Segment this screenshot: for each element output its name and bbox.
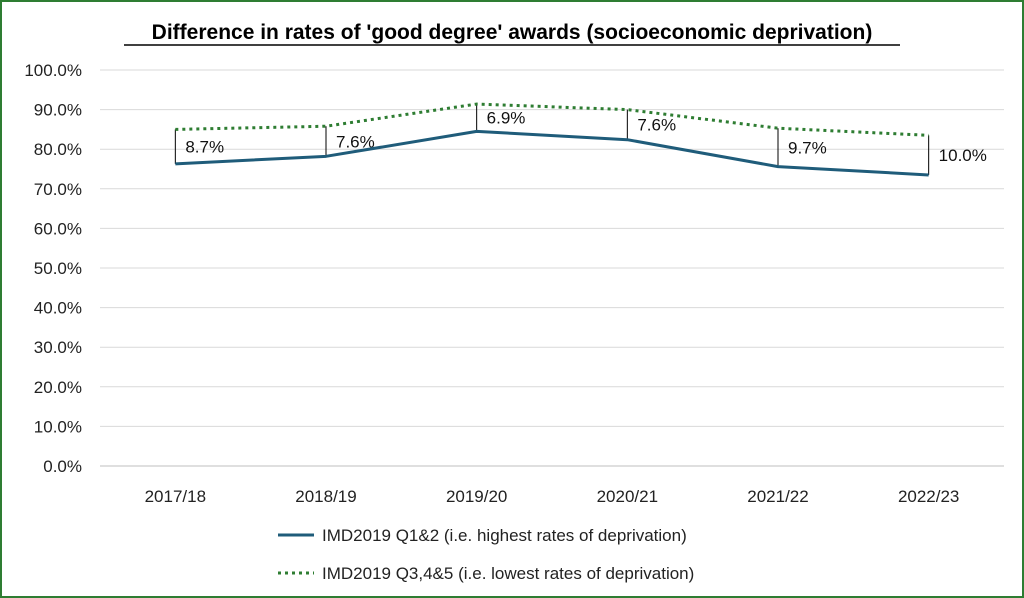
x-tick-label: 2020/21 (597, 487, 658, 506)
difference-label: 8.7% (185, 138, 224, 157)
y-tick-label: 0.0% (43, 457, 82, 476)
y-tick-label: 50.0% (34, 259, 82, 278)
gridlines (100, 69, 1004, 467)
difference-label: 6.9% (487, 109, 526, 128)
y-tick-label: 10.0% (34, 417, 82, 436)
chart-title: Difference in rates of 'good degree' awa… (152, 21, 873, 44)
x-tick-label: 2021/22 (747, 487, 808, 506)
y-tick-label: 70.0% (34, 180, 82, 199)
legend: IMD2019 Q1&2 (i.e. highest rates of depr… (278, 526, 694, 583)
y-tick-label: 20.0% (34, 378, 82, 397)
series-line-q3-4-5 (175, 102, 929, 137)
y-tick-label: 60.0% (34, 219, 82, 238)
x-axis-ticks: 2017/18 2018/19 2019/20 2020/21 2021/22 2022/… (145, 487, 960, 506)
legend-label: IMD2019 Q1&2 (i.e. highest rates of depr… (322, 526, 687, 545)
x-tick-label: 2018/19 (295, 487, 356, 506)
y-axis-ticks: 0.0% 10.0% 20.0% 30.0% 40.0% 50.0% 60.0% 70.0% 8… (24, 61, 82, 476)
series-line-q1-2 (175, 129, 929, 177)
difference-label: 7.6% (637, 116, 676, 135)
legend-label: IMD2019 Q3,4&5 (i.e. lowest rates of dep… (322, 564, 694, 583)
y-tick-label: 30.0% (34, 338, 82, 357)
difference-markers: 8.7% 7.6% 6.9% 7.6% 9.7% 10.0% (174, 104, 987, 175)
difference-label: 7.6% (336, 132, 375, 151)
x-tick-label: 2017/18 (145, 487, 206, 506)
y-tick-label: 100.0% (24, 61, 82, 80)
series-lines (175, 102, 929, 177)
y-tick-label: 90.0% (34, 101, 82, 120)
x-tick-label: 2022/23 (898, 487, 959, 506)
difference-label: 10.0% (939, 146, 987, 165)
y-tick-label: 80.0% (34, 140, 82, 159)
x-tick-label: 2019/20 (446, 487, 507, 506)
difference-label: 9.7% (788, 138, 827, 157)
y-tick-label: 40.0% (34, 299, 82, 318)
